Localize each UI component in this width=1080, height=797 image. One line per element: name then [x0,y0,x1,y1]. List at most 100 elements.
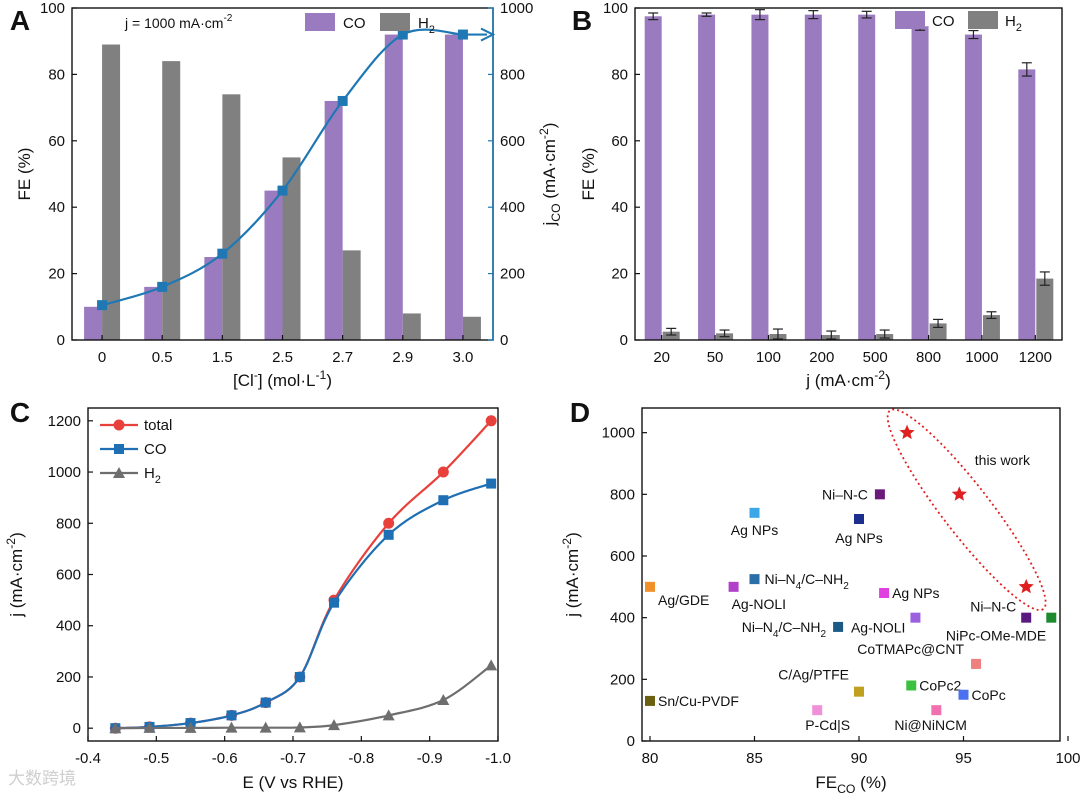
scatter-point-11 [971,658,982,669]
y-axis-title: FE (%) [15,148,34,201]
y-tick-label: 400 [610,610,635,627]
scatter-label-13: CoPc2 [919,678,961,694]
bar-h2-5 [402,313,421,340]
point-co-8 [438,495,449,506]
x-tick-label: 2.5 [272,349,293,366]
point-co-4 [260,697,271,708]
bar-co-7 [1018,69,1036,341]
panel-d-frame [641,407,1061,742]
bar-co-2 [751,14,769,340]
line-h2 [115,664,492,730]
legend-co-swatch [895,11,925,29]
y-tick-label: 80 [48,66,65,83]
point-co-7 [383,529,394,540]
this-work-label: this work [975,452,1031,468]
legend-marker-co [114,444,124,454]
scatter-point-13 [906,680,917,691]
y-tick-label: 60 [611,133,628,150]
x-tick-label: -0.8 [348,750,374,767]
x-tick-label: 100 [756,349,781,366]
x-tick-label: -0.6 [212,750,238,767]
y-tick-label: 800 [610,486,635,503]
point-h2-2 [184,721,197,733]
x-tick-label: -0.5 [143,750,169,767]
bar-h2-0 [662,331,680,340]
y2-tick-label: 0 [500,332,508,349]
y-tick-label: 400 [56,618,81,635]
legend-marker-h2 [113,467,125,478]
y-tick-label: 0 [627,733,635,750]
point-h2-9 [485,659,498,671]
bar-h2-1 [162,61,181,341]
x-tick-label: 0 [98,349,106,366]
x-tick-label: -0.4 [75,750,101,767]
jco-point-5 [397,29,408,40]
scatter-label-15: Sn/Cu-PVDF [658,693,739,709]
scatter-label-10: Ni–N4/C–NH2 [742,619,827,640]
panel-letter-b: B [572,5,592,36]
panel-d: 0 200 400 600 800 1000 80 85 90 95 100 Ag NPs Ni–N-C… [560,397,1080,796]
bar-h2-3 [282,157,301,340]
point-h2-3 [225,721,238,733]
jco-point-0 [97,300,108,311]
bar-co-1 [698,14,716,340]
scatter-label-6: Ag NPs [892,585,939,601]
x-tick-label: 85 [746,750,763,767]
this-work-star-2 [1018,578,1034,594]
y-tick-label: 40 [611,199,628,216]
scatter-point-10 [833,621,844,632]
bar-h2-0 [102,44,121,341]
jco-point-2 [217,248,228,259]
y2-tick-label: 600 [500,133,525,150]
scatter-label-2: Ag NPs [835,530,882,546]
legend-co-label: CO [343,15,366,32]
y-tick-label: 0 [73,720,81,737]
point-h2-6 [328,719,340,731]
x-tick-label: 200 [809,349,834,366]
y-tick-label: 100 [40,0,65,17]
bar-co-3 [804,14,822,340]
point-total-9 [485,415,497,427]
scatter-point-8 [1021,612,1032,623]
bar-co-2 [204,257,223,340]
y-axis-title: FE (%) [579,148,598,201]
point-co-5 [294,671,305,682]
y2-tick-label: 800 [500,66,525,83]
legend-label-total: total [144,417,172,434]
scatter-point-1 [874,489,885,500]
scatter-label-1: Ni–N-C [822,486,868,502]
panel-letter-a: A [10,5,30,36]
point-h2-8 [437,694,450,706]
x-axis-title: j (mA·cm-2) [805,368,891,390]
this-work-star-0 [899,424,915,440]
jco-point-4 [337,95,348,106]
scatter-point-6 [879,588,890,598]
x-tick-label: 95 [955,750,972,767]
legend-marker-total [113,419,125,431]
jco-point-6 [457,29,468,40]
y2-tick-label: 400 [500,199,525,216]
this-work-star-1 [951,486,967,501]
y-tick-label: 200 [56,669,81,686]
x-tick-label: 20 [653,349,670,366]
y2-axis-title: jCO (mA·cm-2) [537,123,563,227]
bar-co-3 [264,190,283,340]
legend-co-label: CO [932,13,955,30]
point-co-9 [486,478,497,489]
point-h2-5 [293,721,306,733]
y-tick-label: 100 [603,0,628,17]
x-tick-label: 1200 [1019,349,1052,366]
legend-h2-swatch [968,11,998,29]
scatter-point-4 [645,581,655,592]
bar-h2-2 [222,94,241,340]
y-tick-label: 60 [48,133,65,150]
point-h2-1 [143,721,156,733]
x-axis-title: E (V vs RHE) [242,773,343,792]
x-tick-label: -0.7 [280,750,306,767]
scatter-label-17: Ni@NiNCM [894,717,967,733]
x-tick-label: 3.0 [452,349,473,366]
scatter-point-3 [749,574,760,585]
scatter-label-8: Ni–N-C [970,599,1016,615]
point-co-3 [226,710,237,721]
y-tick-label: 1200 [48,413,81,430]
